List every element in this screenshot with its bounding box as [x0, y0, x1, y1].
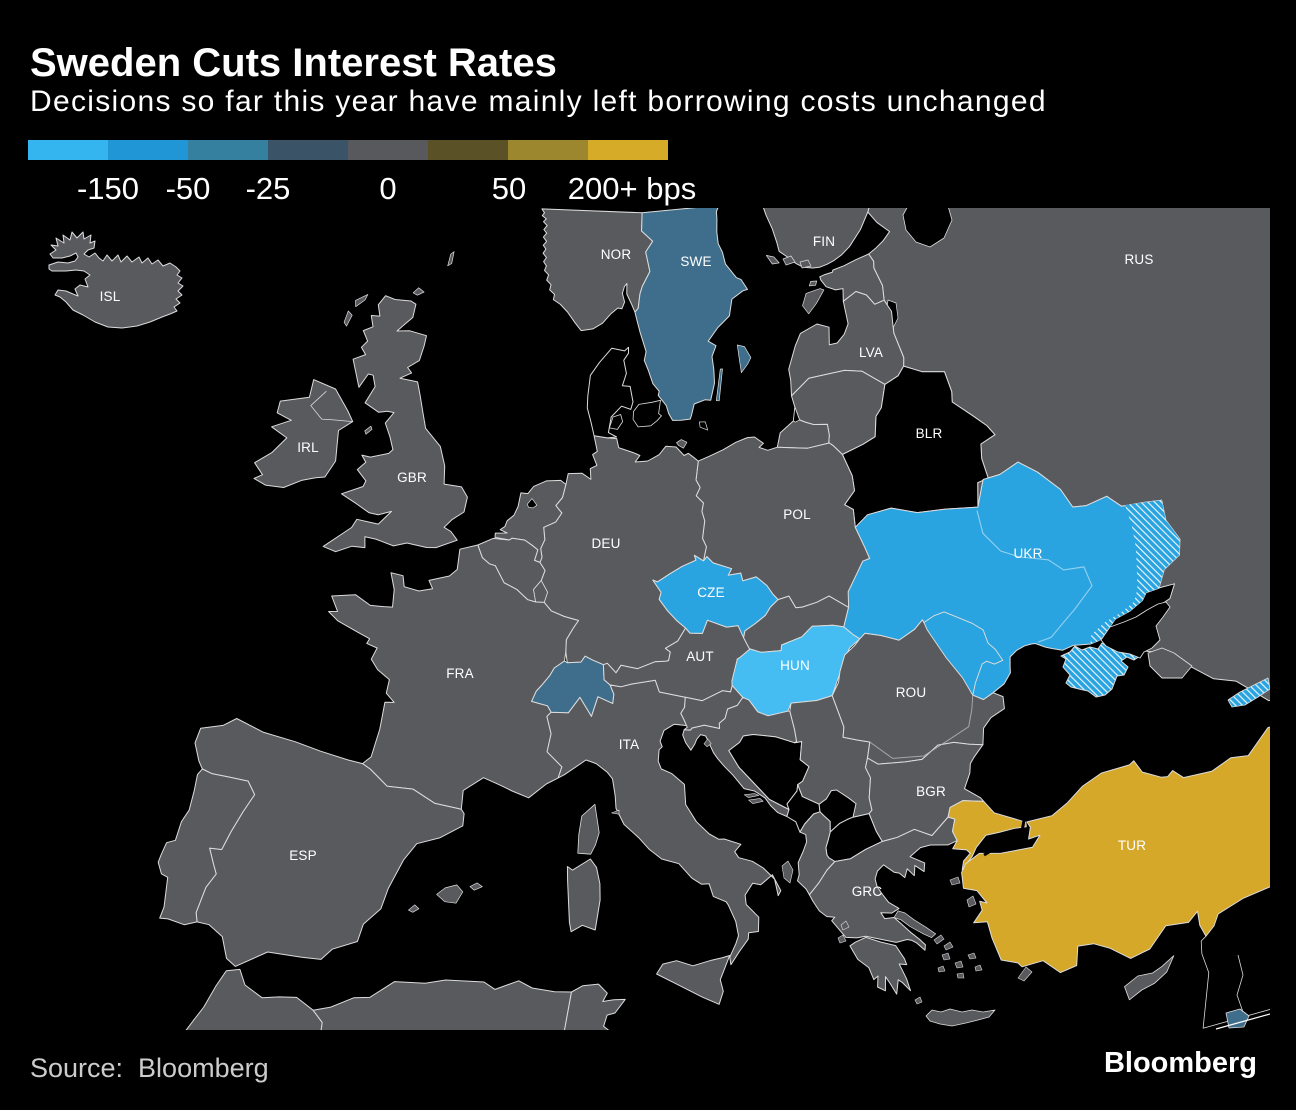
- svg-text:GRC: GRC: [852, 884, 883, 899]
- svg-text:ESP: ESP: [289, 848, 317, 863]
- svg-text:GBR: GBR: [397, 470, 427, 485]
- svg-text:POL: POL: [783, 507, 811, 522]
- svg-text:LVA: LVA: [859, 345, 883, 360]
- svg-text:BGR: BGR: [916, 784, 946, 799]
- svg-text:DEU: DEU: [591, 536, 620, 551]
- svg-text:RUS: RUS: [1124, 252, 1153, 267]
- svg-text:FIN: FIN: [813, 234, 835, 249]
- svg-text:NOR: NOR: [601, 247, 632, 262]
- svg-text:AUT: AUT: [686, 649, 714, 664]
- svg-text:TUR: TUR: [1118, 838, 1146, 853]
- svg-text:UKR: UKR: [1013, 546, 1042, 561]
- svg-text:IRL: IRL: [297, 440, 319, 455]
- svg-text:ITA: ITA: [619, 737, 640, 752]
- svg-text:ROU: ROU: [896, 685, 927, 700]
- svg-text:HUN: HUN: [780, 658, 810, 673]
- svg-text:SWE: SWE: [680, 254, 711, 269]
- svg-text:BLR: BLR: [916, 426, 943, 441]
- svg-text:ISL: ISL: [100, 289, 121, 304]
- svg-text:FRA: FRA: [446, 666, 474, 681]
- svg-text:CZE: CZE: [697, 585, 725, 600]
